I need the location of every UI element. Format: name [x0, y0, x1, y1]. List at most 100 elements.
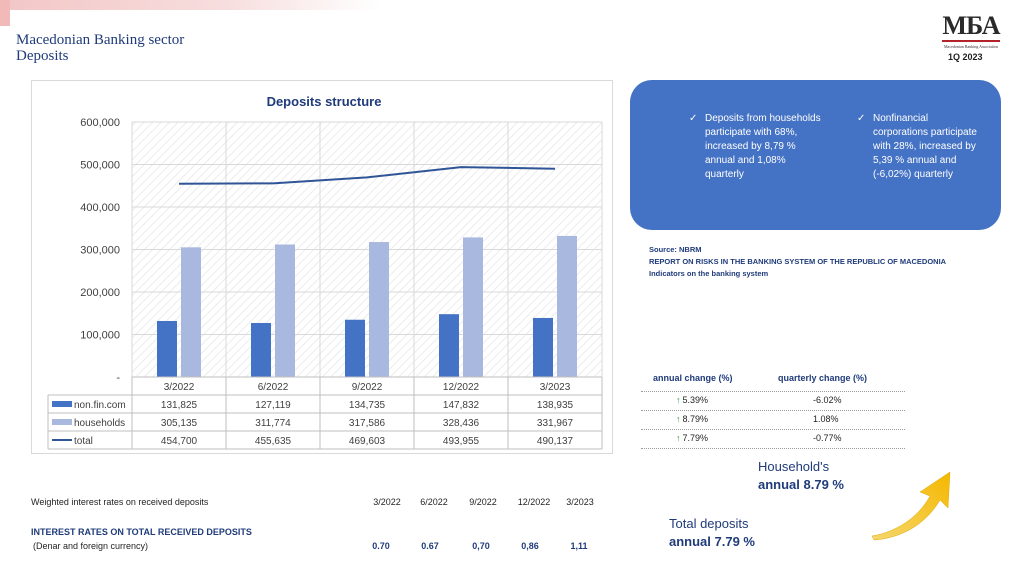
quarterly-change-value: -0.77% [813, 433, 842, 443]
top-accent-block [0, 0, 10, 26]
y-tick-label: 300,000 [80, 245, 120, 257]
bar-households [181, 247, 201, 377]
source-line-3: Indicators on the banking system [649, 269, 769, 278]
data-table-value: 311,774 [255, 418, 291, 429]
arrow-up-icon: ↑ [676, 395, 681, 405]
quarterly-change-value: 1.08% [813, 414, 839, 424]
page-title: Macedonian Banking sector Deposits [16, 32, 184, 64]
y-tick-label: - [116, 372, 120, 384]
household-value: annual 8.79 % [758, 477, 844, 492]
annual-change-cell: ↑ 7.79% [676, 433, 708, 443]
change-row: ↑ 7.79% -0.77% [641, 430, 905, 449]
bar-households [557, 235, 577, 377]
x-category-label: 9/2022 [352, 382, 383, 393]
change-table-header: annual change (%) quarterly change (%) [641, 371, 905, 392]
source-note: Source: NBRM REPORT ON RISKS IN THE BANK… [649, 244, 946, 280]
data-table-value: 317,586 [349, 418, 386, 429]
household-label: Household's [758, 459, 830, 474]
legend-label: households [74, 418, 125, 429]
y-tick-label: 100,000 [80, 330, 120, 342]
rates-value: 0.70 [372, 541, 390, 551]
data-table-value: 305,135 [161, 418, 198, 429]
data-table-value: 328,436 [443, 418, 480, 429]
annual-change-value: 5.39% [682, 395, 709, 405]
period-label: 1Q 2023 [948, 52, 983, 62]
summary-bullet-households: ✓ Deposits from households participate w… [689, 112, 823, 182]
rates-period-header: 3/2022 [373, 497, 401, 507]
logo-mark: МБА [942, 11, 1000, 40]
bar-households [275, 244, 295, 377]
legend-key-households [52, 419, 72, 425]
bullet-text: Deposits from households participate wit… [705, 113, 821, 180]
deposits-chart: Deposits structure - 100,000 200,000 300,000… [31, 80, 613, 454]
data-table-value: 493,955 [443, 436, 480, 447]
household-highlight: Household's annual 8.79 % [758, 458, 844, 494]
rates-period-header: 12/2022 [517, 497, 551, 507]
checkmark-icon: ✓ [857, 113, 866, 124]
rates-value: 1,11 [570, 541, 588, 551]
legend-label: total [74, 436, 93, 447]
total-label: Total deposits [669, 516, 749, 531]
change-table: annual change (%) quarterly change (%) ↑… [641, 371, 905, 449]
rates-period-header: 9/2022 [469, 497, 497, 507]
quarterly-change-header: quarterly change (%) [778, 373, 868, 383]
data-table-value: 131,825 [161, 400, 198, 411]
y-tick-label: 400,000 [80, 202, 120, 214]
annual-change-cell: ↑ 8.79% [676, 414, 708, 424]
bar-households [369, 242, 389, 377]
rates-caption: Weighted interest rates on received depo… [31, 497, 209, 507]
rates-period-header: 6/2022 [420, 497, 448, 507]
bar-households [463, 237, 483, 377]
chart-title: Deposits structure [267, 94, 382, 109]
chart-svg: Deposits structure - 100,000 200,000 300,000… [47, 94, 603, 450]
logo-underline [942, 40, 1000, 42]
checkmark-icon: ✓ [689, 113, 698, 124]
change-row: ↑ 8.79% 1.08% [641, 411, 905, 430]
bar-nonfin [251, 322, 271, 377]
top-decoration-bar [0, 0, 380, 10]
bar-nonfin [157, 320, 177, 377]
total-highlight: Total deposits annual 7.79 % [669, 515, 755, 551]
x-category-label: 12/2022 [443, 382, 480, 393]
source-line-1: Source: NBRM [649, 245, 702, 254]
data-table-value: 454,700 [161, 436, 198, 447]
arrow-up-icon: ↑ [676, 433, 681, 443]
data-table-value: 469,603 [349, 436, 386, 447]
annual-change-cell: ↑ 5.39% [676, 395, 708, 405]
arrow-up-icon: ↑ [676, 414, 681, 424]
line-total [178, 166, 556, 185]
y-tick-label: 600,000 [80, 117, 120, 129]
rates-value: 0.67 [421, 541, 439, 551]
summary-bullet-nonfinancial: ✓ Nonfinancial corporations participate … [857, 112, 981, 182]
annual-change-value: 7.79% [682, 433, 709, 443]
change-row: ↑ 5.39% -6.02% [641, 392, 905, 411]
source-line-2: REPORT ON RISKS IN THE BANKING SYSTEM OF… [649, 257, 947, 266]
rates-period-header: 3/2023 [566, 497, 594, 507]
data-table-value: 134,735 [349, 400, 386, 411]
x-category-label: 3/2022 [164, 382, 195, 393]
title-line-2: Deposits [16, 48, 69, 64]
data-table-value: 127,119 [255, 400, 291, 411]
bullet-text: Nonfinancial corporations participate wi… [873, 113, 977, 180]
data-table-value: 490,137 [537, 436, 574, 447]
annual-change-value: 8.79% [682, 414, 709, 424]
bar-nonfin [533, 317, 553, 377]
growth-arrow-icon [871, 471, 951, 541]
data-table-value: 147,832 [443, 400, 480, 411]
annual-change-header: annual change (%) [653, 373, 733, 383]
x-category-label: 3/2023 [540, 382, 571, 393]
y-tick-label: 500,000 [80, 160, 120, 172]
title-line-1: Macedonian Banking sector [16, 32, 185, 48]
y-tick-label: 200,000 [80, 287, 120, 299]
quarterly-change-value: -6.02% [813, 395, 842, 405]
rates-value: 0,70 [472, 541, 490, 551]
x-category-label: 6/2022 [258, 382, 289, 393]
summary-panel: ✓ Deposits from households participate w… [630, 80, 1001, 230]
total-value: annual 7.79 % [669, 534, 755, 549]
rates-value: 0,86 [521, 541, 539, 551]
rates-title: INTEREST RATES ON TOTAL RECEIVED DEPOSIT… [31, 527, 252, 537]
bar-nonfin [439, 314, 459, 377]
data-table-value: 331,967 [537, 418, 574, 429]
legend-label: non.fin.com [74, 400, 126, 411]
rates-subtitle: (Denar and foreign currency) [33, 541, 149, 551]
